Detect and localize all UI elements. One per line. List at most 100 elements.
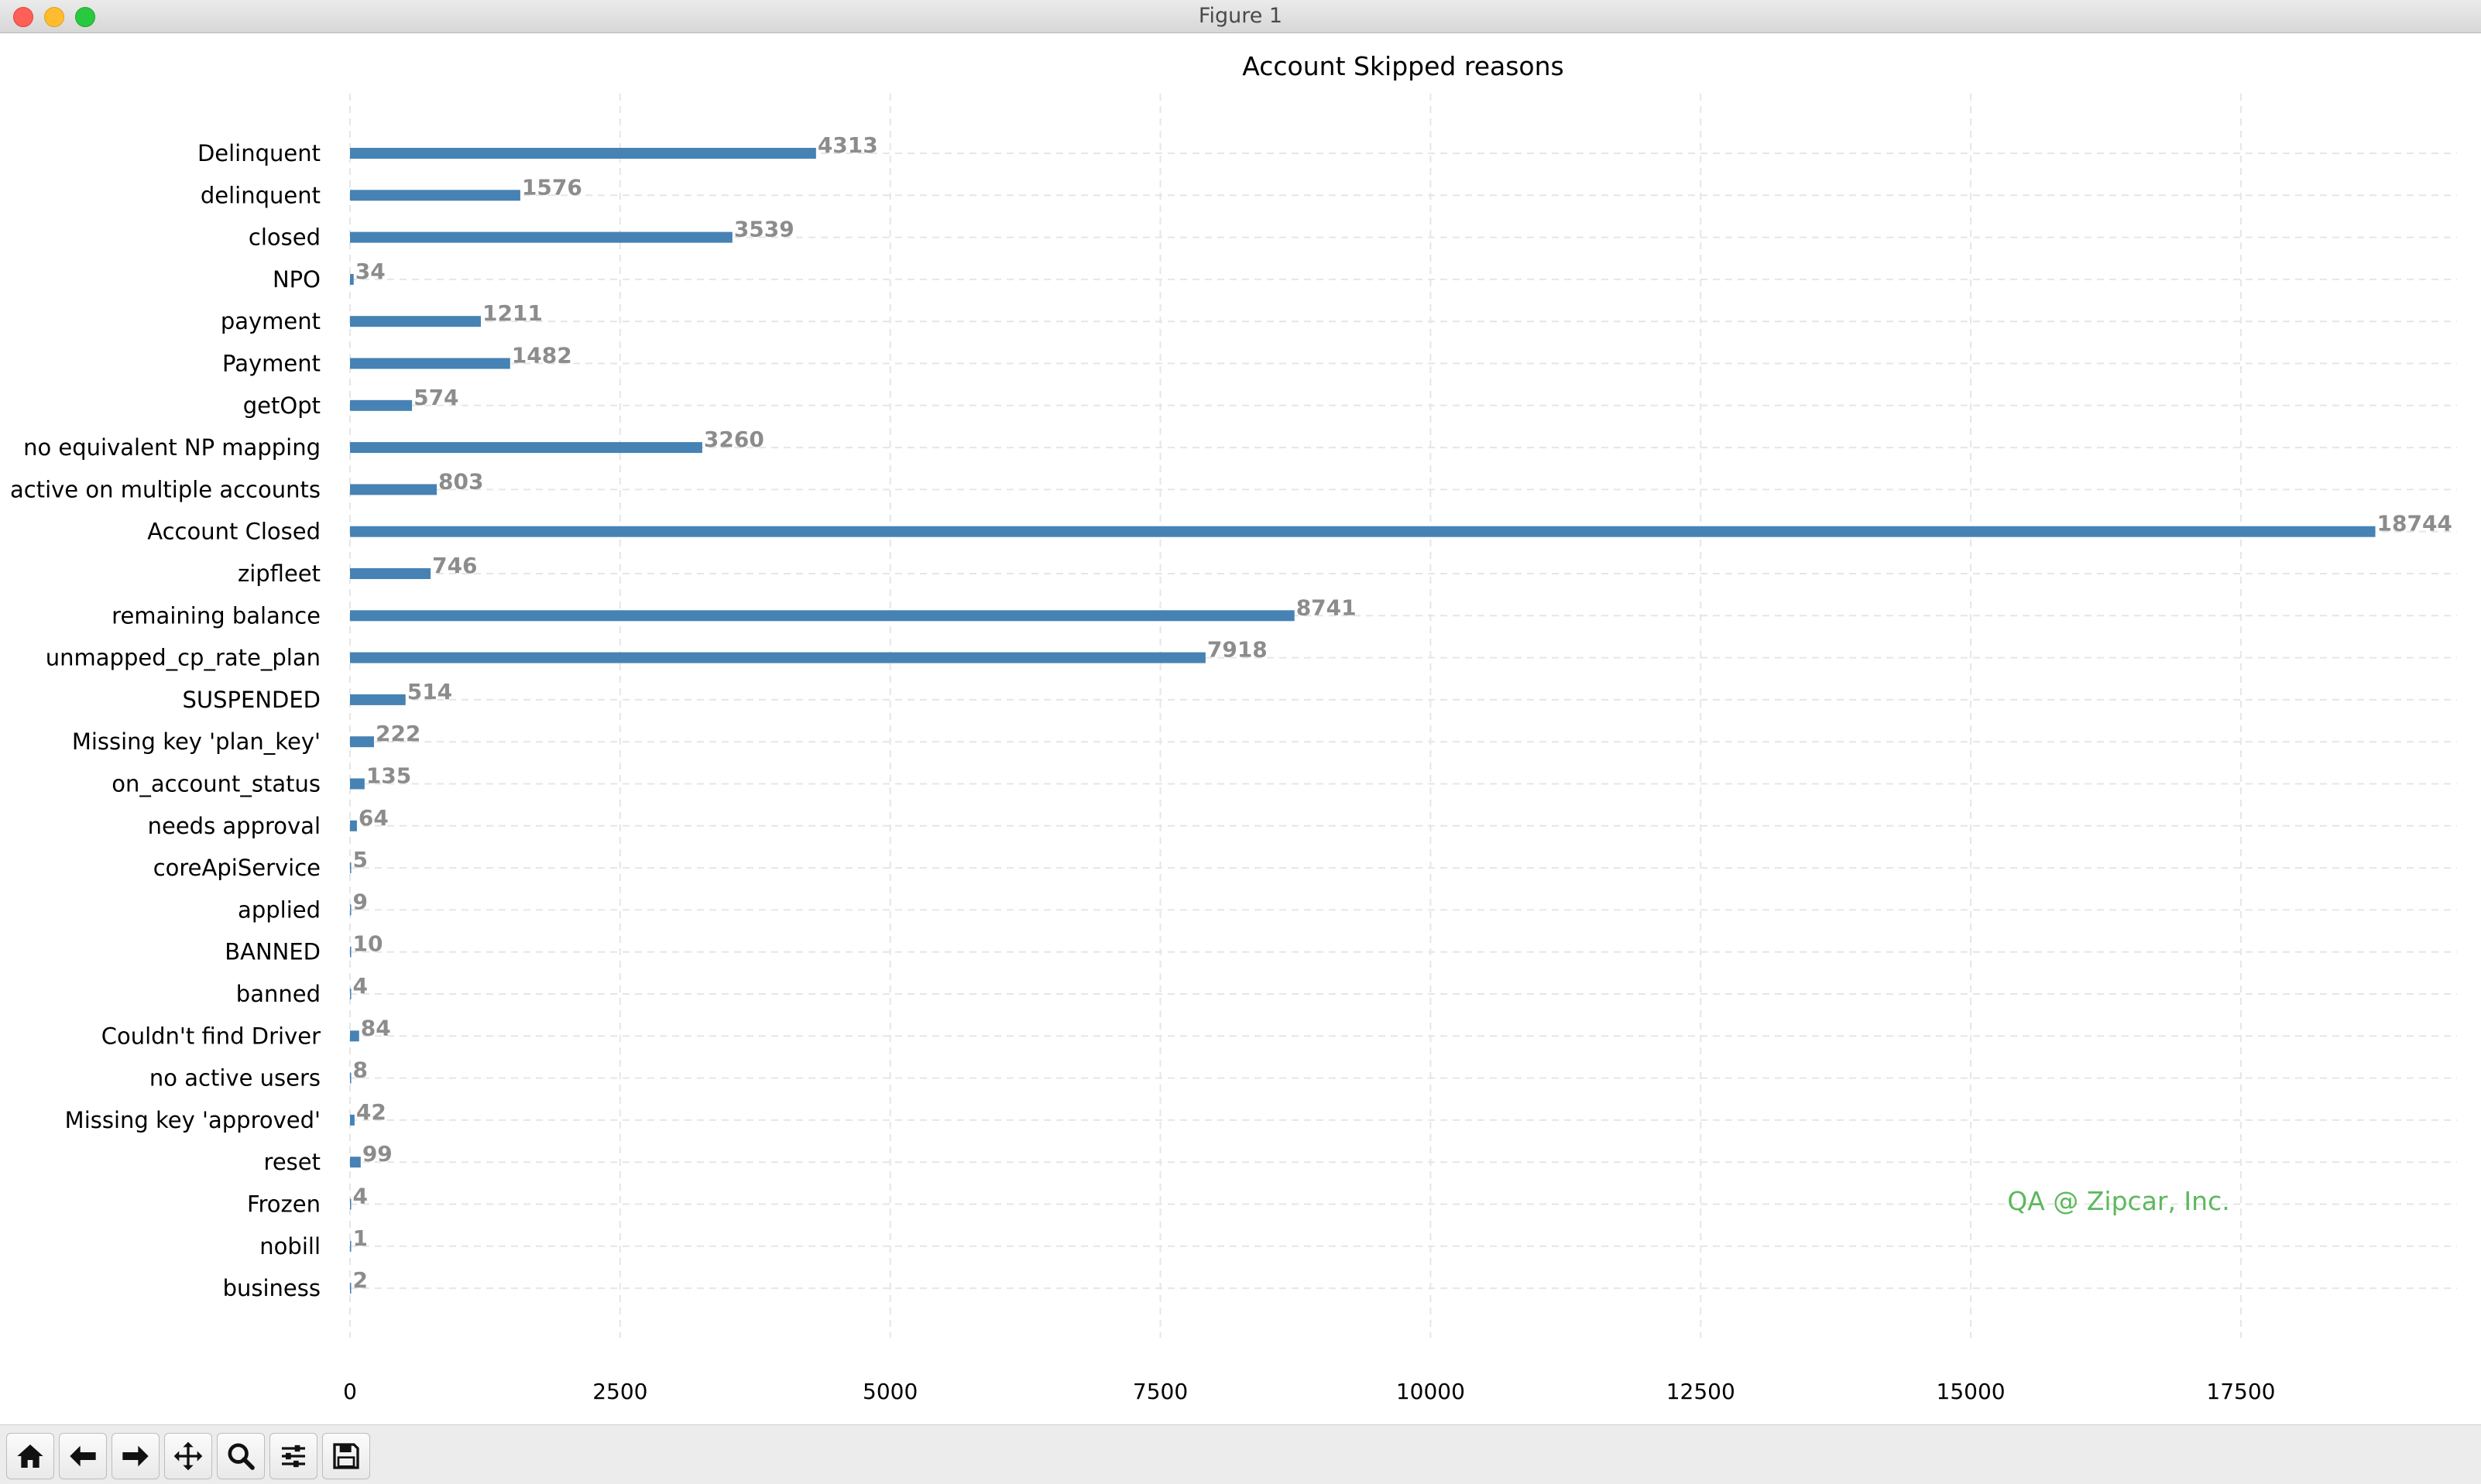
category-label: Payment [222,351,321,377]
x-tick-label: 15000 [1937,1379,2006,1404]
category-label: coreApiService [153,855,321,881]
value-label: 3539 [734,217,794,242]
bar [350,862,352,874]
category-label: remaining balance [112,602,321,629]
figure-canvas: Account Skipped reasons Delinquent delinq… [0,33,2481,1424]
x-tick-label: 12500 [1666,1379,1735,1404]
value-label: 8741 [1296,595,1357,620]
category-label: unmapped_cp_rate_plan [46,645,321,671]
value-label: 1482 [512,343,572,368]
category-label: Missing key 'plan_key' [72,728,321,755]
back-icon [70,1445,96,1467]
category-label: NPO [273,266,321,293]
configure-subplots-icon [282,1445,305,1468]
pan-icon [173,1441,203,1471]
category-label: no active users [149,1065,321,1092]
x-tick-label: 7500 [1133,1379,1188,1404]
category-label: Delinquent [197,140,321,166]
category-label: needs approval [148,813,321,839]
bar [350,1157,361,1168]
category-label: SUSPENDED [182,687,321,713]
category-label: no equivalent NP mapping [23,434,321,461]
value-label: 3260 [704,427,764,452]
bar [350,989,352,999]
zoom-button[interactable] [217,1433,265,1479]
category-label: banned [236,981,321,1007]
x-tick-label: 17500 [2206,1379,2275,1404]
navigation-toolbar [0,1424,2481,1484]
bar [350,1283,352,1294]
home-button[interactable] [6,1433,54,1479]
chart-title: Account Skipped reasons [1242,51,1563,81]
save-figure-button[interactable] [322,1433,370,1479]
value-label: 42 [356,1099,386,1125]
pan-button[interactable] [164,1433,212,1479]
bar [350,526,2376,537]
bar [350,1030,359,1042]
category-label: Frozen [247,1191,321,1218]
grid-lines [349,94,2457,1338]
value-label: 135 [366,763,411,789]
bar [350,904,352,916]
category-label: payment [221,308,321,334]
bar [350,1072,352,1084]
bars [350,148,2376,1294]
value-label: 574 [414,385,458,410]
value-label: 5 [353,847,368,872]
value-label: 4 [353,1184,368,1209]
bar [350,358,510,369]
value-label: 18744 [2377,511,2452,536]
zoom-icon [228,1443,255,1470]
configure-subplots-button[interactable] [269,1433,317,1479]
category-label: nobill [259,1233,321,1260]
bar [350,820,357,831]
category-label: applied [238,896,321,923]
bar [350,316,481,327]
category-label: on_account_status [112,771,321,797]
bar [350,1198,352,1210]
x-tick-label: 0 [343,1379,357,1404]
bar [350,484,438,495]
category-label: zipfleet [238,560,321,587]
maximize-window-button[interactable] [75,7,95,27]
close-window-button[interactable] [13,7,33,27]
bar [350,399,413,411]
value-label: 1 [353,1225,368,1251]
forward-icon [122,1445,149,1467]
value-label: 803 [438,468,483,494]
home-icon [17,1445,43,1468]
bar-chart: Account Skipped reasons Delinquent delinq… [10,51,2457,1404]
value-label: 2 [353,1267,368,1293]
category-label: Couldn't find Driver [101,1023,321,1049]
value-label: 1576 [522,174,582,200]
window-titlebar: Figure 1 [0,0,2481,33]
bar [350,652,1206,663]
bar [350,946,352,958]
category-label: delinquent [201,182,321,208]
category-label: getOpt [243,392,321,419]
value-label: 8 [353,1057,368,1083]
bar [350,273,354,285]
x-tick-label: 5000 [863,1379,918,1404]
bar [350,190,520,201]
value-label: 84 [361,1015,391,1040]
minimize-window-button[interactable] [44,7,64,27]
x-tick-label: 10000 [1396,1379,1465,1404]
bar [350,778,365,790]
value-label: 1211 [482,300,543,326]
bar [350,694,406,705]
category-label: business [223,1275,321,1301]
bar [350,148,816,159]
bar [350,568,431,579]
value-label: 7918 [1207,637,1268,663]
watermark-text: QA @ Zipcar, Inc. [2007,1186,2229,1216]
category-label: BANNED [225,939,321,965]
bar [350,610,1295,622]
forward-button[interactable] [112,1433,160,1479]
category-label: reset [264,1149,321,1175]
value-label: 746 [432,553,477,578]
category-label: Account Closed [147,519,321,545]
back-button[interactable] [59,1433,107,1479]
save-icon [333,1443,359,1469]
value-label: 99 [362,1141,393,1167]
